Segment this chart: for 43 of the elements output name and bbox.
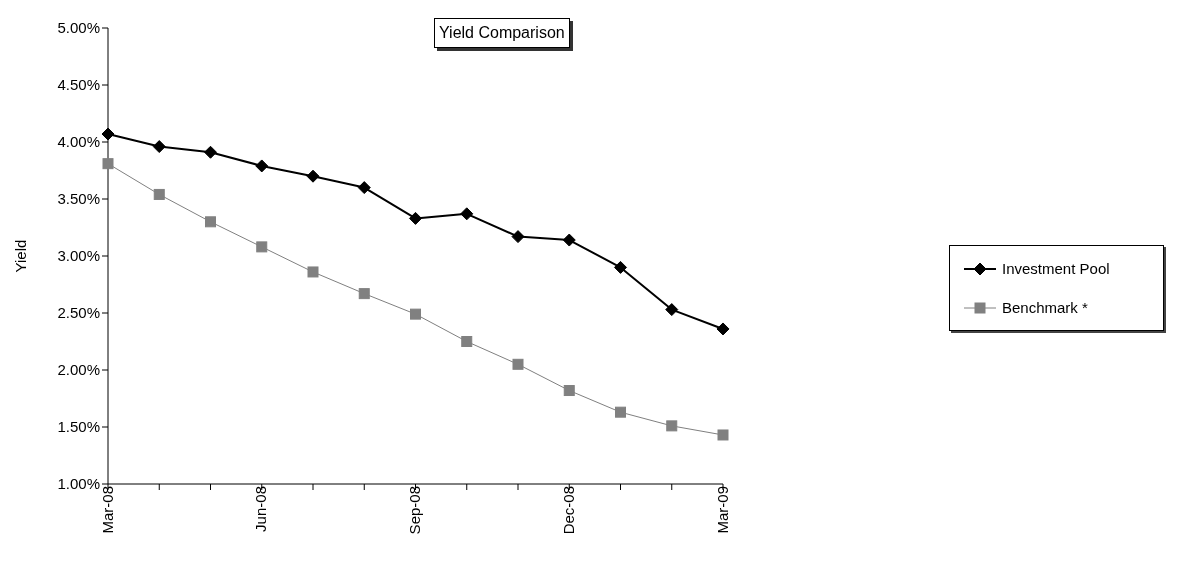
point <box>461 336 473 347</box>
point <box>717 429 729 441</box>
y-tick-label: 2.50% <box>57 304 100 322</box>
legend-label: Investment Pool <box>1002 260 1110 277</box>
point <box>204 145 217 159</box>
point <box>152 140 166 154</box>
point <box>410 308 421 320</box>
x-tick-label: Mar-09 <box>713 486 731 534</box>
x-tick-label: Jun-08 <box>252 486 270 532</box>
point <box>460 207 474 221</box>
point <box>153 188 165 200</box>
y-axis-title: Yield <box>12 239 30 273</box>
y-tick-label: 1.50% <box>57 418 100 436</box>
point <box>357 181 371 195</box>
point <box>256 241 268 253</box>
point <box>562 233 576 247</box>
point <box>358 288 370 300</box>
point <box>102 158 114 170</box>
y-tick-label: 3.50% <box>57 190 100 208</box>
chart-title: Yield Comparison <box>434 18 570 48</box>
point <box>205 216 216 228</box>
point <box>255 159 269 173</box>
x-tick-label: Dec-08 <box>559 486 577 535</box>
point <box>665 303 679 317</box>
y-tick-label: 5.00% <box>57 19 100 37</box>
point <box>307 266 319 278</box>
point <box>716 322 730 336</box>
y-tick-label: 4.50% <box>57 76 100 94</box>
point <box>512 358 524 370</box>
point <box>614 260 627 274</box>
point <box>615 406 626 418</box>
point <box>666 420 678 432</box>
y-tick-label: 3.00% <box>57 247 100 265</box>
point <box>563 385 575 397</box>
y-tick-label: 1.00% <box>57 475 100 493</box>
point <box>409 211 422 225</box>
point <box>511 230 525 244</box>
y-tick-label: 4.00% <box>57 133 100 151</box>
point <box>306 169 320 183</box>
x-tick-label: Sep-08 <box>406 486 424 535</box>
legend-label: Benchmark * <box>1002 299 1088 316</box>
y-tick-label: 2.00% <box>57 361 100 379</box>
point <box>101 127 115 141</box>
